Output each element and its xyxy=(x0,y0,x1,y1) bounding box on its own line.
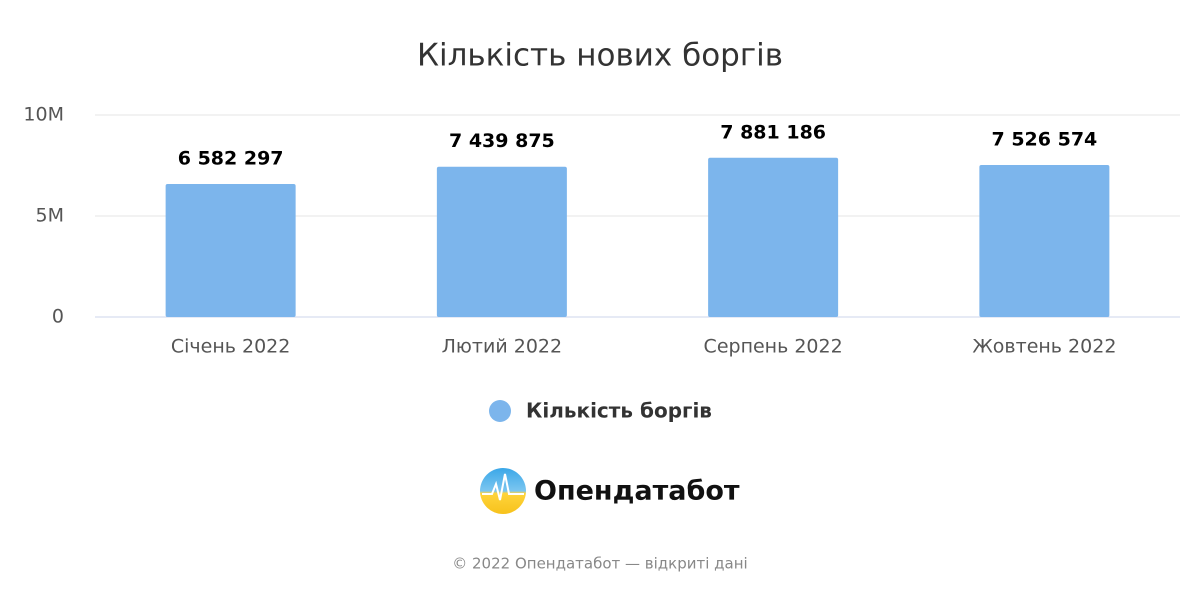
x-tick-label: Жовтень 2022 xyxy=(972,336,1116,358)
chart-title: Кількість нових боргів xyxy=(417,38,783,74)
y-tick-label: 0 xyxy=(52,306,64,328)
legend-swatch xyxy=(489,400,511,422)
bar xyxy=(708,157,839,317)
logo-pulse xyxy=(482,473,524,501)
data-label: 6 582 297 xyxy=(178,148,284,170)
y-tick-label: 5M xyxy=(36,205,64,227)
data-label: 7 526 574 xyxy=(991,128,1097,150)
data-label: 7 881 186 xyxy=(720,121,826,143)
brand-name: Опендатабот xyxy=(534,476,740,507)
bar xyxy=(979,164,1110,317)
data-label: 7 439 875 xyxy=(449,130,555,152)
x-tick-label: Січень 2022 xyxy=(171,336,290,358)
x-tick-label: Лютий 2022 xyxy=(442,336,562,358)
logo: Опендатабот xyxy=(480,468,740,514)
logo-icon xyxy=(480,468,526,514)
footer: © 2022 Опендатабот — відкриті дані xyxy=(452,555,747,573)
x-tick-label: Серпень 2022 xyxy=(704,336,843,358)
legend-label: Кількість боргів xyxy=(526,399,712,423)
bar xyxy=(165,184,296,317)
bar xyxy=(436,166,567,317)
y-tick-label: 10M xyxy=(23,104,64,126)
